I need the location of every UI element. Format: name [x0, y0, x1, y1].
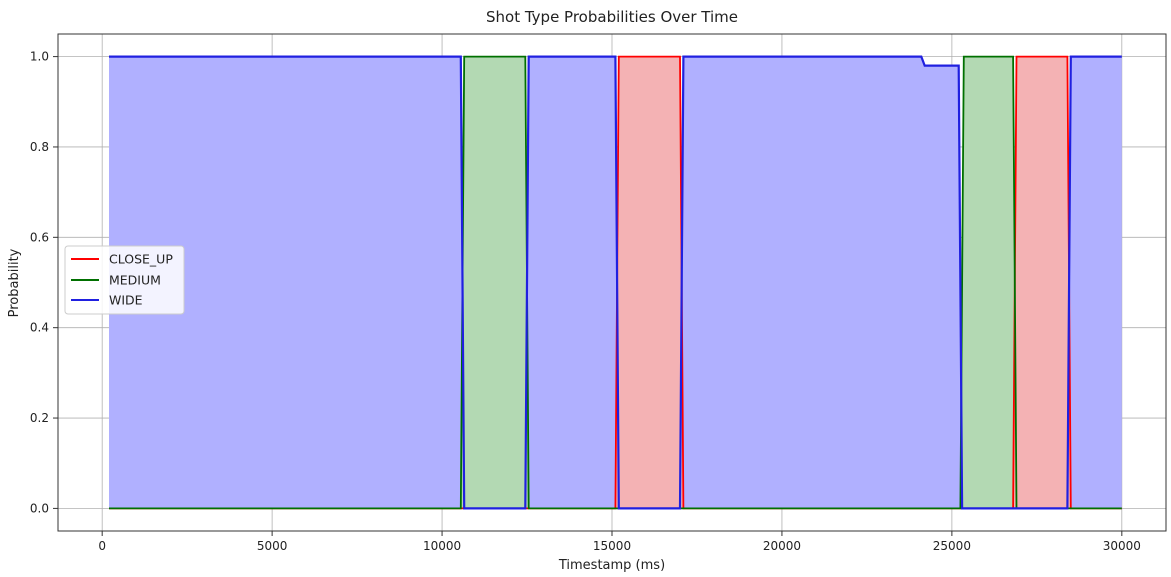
x-tick-label: 0 [98, 539, 106, 553]
y-tick-label: 0.4 [30, 321, 49, 335]
series-lines [109, 55, 1122, 510]
chart-title: Shot Type Probabilities Over Time [486, 8, 738, 26]
area-fills [109, 56, 1122, 509]
y-tick-label: 0.0 [30, 501, 49, 515]
area-fill-wide [109, 56, 1122, 509]
y-axis-label: Probability [7, 248, 22, 317]
x-tick-label: 20000 [763, 539, 801, 553]
legend-label-medium: MEDIUM [109, 273, 161, 288]
x-axis-ticks: 0 5000 10000 15000 20000 25000 30000 [98, 531, 1141, 553]
x-tick-label: 10000 [423, 539, 461, 553]
x-axis-label: Timestamp (ms) [558, 558, 665, 573]
series-line-wide [109, 55, 1122, 510]
x-tick-label: 5000 [257, 539, 288, 553]
x-tick-label: 15000 [593, 539, 631, 553]
legend: CLOSE_UP MEDIUM WIDE [64, 245, 185, 315]
y-tick-label: 0.8 [30, 140, 49, 154]
y-tick-label: 1.0 [30, 50, 49, 64]
y-tick-label: 0.6 [30, 230, 49, 244]
legend-box [64, 245, 185, 315]
legend-label-close-up: CLOSE_UP [109, 252, 173, 267]
x-tick-label: 25000 [933, 539, 971, 553]
y-axis-ticks: 0.0 0.2 0.4 0.6 0.8 1.0 [30, 50, 58, 515]
y-tick-label: 0.2 [30, 411, 49, 425]
legend-label-wide: WIDE [109, 293, 143, 308]
x-tick-label: 30000 [1103, 539, 1141, 553]
area-fill-close-up [109, 56, 1122, 509]
